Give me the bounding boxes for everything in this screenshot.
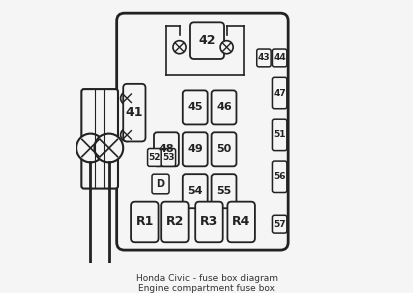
Text: 54: 54 [187, 186, 202, 196]
FancyBboxPatch shape [161, 202, 188, 242]
Text: 41: 41 [125, 106, 143, 119]
Circle shape [120, 92, 133, 105]
FancyBboxPatch shape [211, 132, 236, 166]
FancyBboxPatch shape [272, 49, 286, 67]
Circle shape [76, 134, 104, 162]
Text: R2: R2 [165, 215, 184, 229]
FancyBboxPatch shape [147, 149, 161, 166]
FancyBboxPatch shape [272, 161, 286, 193]
Circle shape [220, 41, 233, 54]
Text: R1: R1 [135, 215, 154, 229]
Text: 49: 49 [187, 144, 203, 154]
Text: D: D [156, 179, 164, 189]
FancyBboxPatch shape [131, 202, 158, 242]
Text: 42: 42 [198, 34, 215, 47]
FancyBboxPatch shape [256, 49, 271, 67]
FancyBboxPatch shape [161, 149, 175, 166]
FancyBboxPatch shape [123, 84, 145, 142]
Text: R4: R4 [231, 215, 250, 229]
FancyBboxPatch shape [81, 89, 118, 189]
Text: 56: 56 [273, 172, 285, 181]
Text: 53: 53 [162, 153, 174, 162]
Text: 52: 52 [148, 153, 161, 162]
Text: 45: 45 [187, 103, 202, 113]
Circle shape [173, 41, 185, 54]
Circle shape [120, 128, 133, 142]
FancyBboxPatch shape [272, 77, 286, 109]
FancyBboxPatch shape [190, 22, 223, 59]
Text: 51: 51 [273, 130, 285, 139]
Text: 43: 43 [257, 53, 270, 62]
Text: 44: 44 [273, 53, 285, 62]
FancyBboxPatch shape [183, 132, 207, 166]
FancyBboxPatch shape [211, 91, 236, 125]
Text: 55: 55 [216, 186, 231, 196]
FancyBboxPatch shape [154, 132, 178, 166]
FancyBboxPatch shape [272, 119, 286, 151]
Text: R3: R3 [199, 215, 218, 229]
Text: 50: 50 [216, 144, 231, 154]
FancyBboxPatch shape [195, 202, 222, 242]
FancyBboxPatch shape [211, 174, 236, 208]
FancyBboxPatch shape [183, 91, 207, 125]
Text: 48: 48 [158, 144, 174, 154]
FancyBboxPatch shape [116, 13, 287, 250]
FancyBboxPatch shape [183, 174, 207, 208]
Text: 47: 47 [273, 88, 285, 98]
Text: 46: 46 [216, 103, 231, 113]
Circle shape [94, 134, 123, 162]
FancyBboxPatch shape [272, 215, 286, 233]
FancyBboxPatch shape [152, 174, 169, 194]
FancyBboxPatch shape [227, 202, 254, 242]
Text: 57: 57 [273, 220, 285, 229]
Text: Honda Civic - fuse box diagram
Engine compartment fuse box: Honda Civic - fuse box diagram Engine co… [136, 274, 277, 293]
